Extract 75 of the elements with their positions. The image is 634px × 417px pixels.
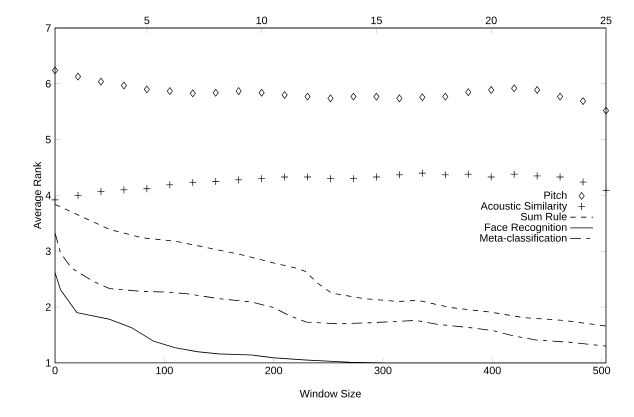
point	[556, 173, 564, 181]
point	[511, 84, 518, 92]
point	[419, 93, 426, 102]
point	[464, 170, 472, 178]
x-axis-title: Window Size	[300, 390, 361, 398]
point	[120, 186, 128, 194]
y-tick-label: 7	[46, 24, 51, 32]
point	[258, 174, 266, 183]
x2-tick-label: 25	[600, 16, 612, 24]
point	[236, 87, 242, 95]
point	[418, 169, 426, 177]
point	[51, 196, 59, 204]
point	[350, 174, 358, 183]
point	[304, 92, 310, 101]
point	[534, 86, 540, 94]
point	[282, 91, 288, 99]
y-tick-label: 6	[46, 80, 51, 88]
point	[258, 89, 265, 97]
point	[234, 176, 242, 184]
point	[75, 72, 81, 80]
point	[465, 88, 472, 96]
legend-label: Pitch	[544, 191, 567, 200]
point	[487, 173, 496, 181]
x2-tick-label: 20	[486, 16, 497, 24]
y-tick-label: 4	[46, 192, 51, 200]
x-tick-label: 0	[52, 366, 58, 374]
y-tick-label: 5	[46, 136, 51, 144]
point	[373, 92, 380, 101]
point	[326, 174, 334, 183]
point	[280, 173, 288, 181]
point	[98, 78, 104, 86]
point	[212, 89, 219, 97]
legend-label: Acoustic Similarity	[480, 202, 568, 212]
y-tick-label: 3	[46, 248, 51, 256]
point	[188, 178, 197, 186]
point	[74, 192, 82, 200]
y-axis-title: Average Rank	[33, 162, 44, 230]
point	[533, 172, 541, 180]
point	[97, 188, 105, 196]
point	[580, 97, 586, 105]
x2-tick-label: 10	[256, 16, 268, 24]
point	[166, 87, 173, 95]
point	[52, 66, 58, 74]
point	[166, 181, 174, 189]
x-tick-label: 300	[374, 366, 392, 374]
y-tick-label: 2	[46, 303, 51, 311]
point	[350, 92, 356, 101]
y-tick-label: 1	[46, 359, 51, 367]
point	[441, 171, 450, 179]
x-tick-label: 400	[484, 366, 501, 374]
point	[212, 178, 220, 186]
point	[190, 90, 196, 98]
point	[488, 86, 494, 94]
x-tick-label: 500	[593, 366, 610, 374]
x2-tick-label: 15	[371, 16, 382, 24]
x2-tick-label: 5	[144, 16, 150, 24]
legend-label: Meta-classification	[480, 234, 567, 242]
point	[396, 171, 404, 179]
point	[144, 86, 150, 94]
point	[372, 173, 380, 181]
point	[304, 173, 312, 181]
legend-label: Face Recognition	[485, 223, 567, 234]
point	[442, 92, 448, 101]
point	[143, 184, 151, 193]
point	[328, 94, 334, 102]
point	[603, 106, 609, 114]
legend-label: Sum Rule	[520, 212, 567, 220]
point	[579, 178, 587, 186]
x-tick-label: 100	[156, 366, 173, 374]
point	[396, 94, 402, 102]
point	[602, 186, 610, 194]
point	[510, 170, 518, 178]
point	[557, 92, 564, 101]
x-tick-label: 200	[265, 366, 282, 374]
point	[120, 82, 127, 90]
